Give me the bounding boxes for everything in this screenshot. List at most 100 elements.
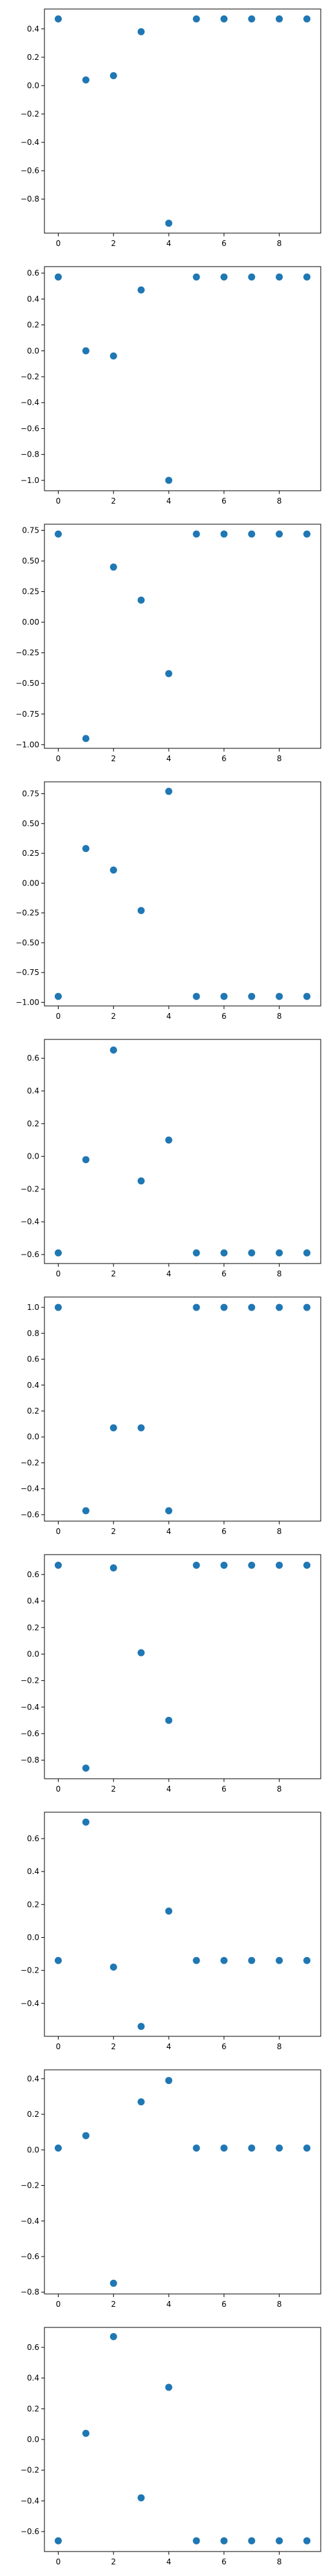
y-tick-label: 0.0 [27, 1649, 39, 1658]
data-point [109, 1964, 117, 1971]
axes-frame [44, 266, 321, 491]
y-tick-label: 0.0 [27, 346, 39, 355]
x-tick-label: 8 [277, 497, 282, 506]
data-point [165, 788, 173, 795]
data-point [54, 273, 62, 281]
data-point [276, 2537, 283, 2544]
data-point [82, 1507, 90, 1515]
x-tick-label: 4 [166, 2557, 171, 2566]
x-tick-label: 4 [166, 754, 171, 763]
data-point [165, 477, 173, 484]
y-tick-label: 0.2 [27, 2404, 39, 2413]
y-tick-label: −0.75 [15, 968, 39, 977]
data-point [137, 2494, 145, 2502]
x-tick-label: 2 [111, 1527, 116, 1536]
y-tick-label: −0.25 [15, 909, 39, 918]
y-tick-label: 0.2 [27, 1900, 39, 1909]
x-tick-label: 6 [222, 239, 227, 248]
y-tick-label: −0.4 [21, 1217, 39, 1226]
x-tick-label: 0 [56, 1012, 61, 1021]
y-tick-label: 0.75 [22, 790, 39, 799]
x-tick-label: 0 [56, 497, 61, 506]
data-point [82, 76, 90, 84]
axes-frame [44, 2327, 321, 2552]
axes-frame [44, 524, 321, 749]
data-point [248, 530, 256, 538]
y-tick-label: 0.00 [22, 618, 39, 627]
y-tick-label: 0.6 [27, 1570, 39, 1579]
chart-8: 0 2 4 6 8 0.6 0.4 0.2 0.0 −0.2 −0.4 [21, 1812, 321, 2051]
y-tick-label: 0.00 [22, 878, 39, 887]
y-tick-label: 0.2 [27, 1119, 39, 1128]
y-tick-label: −0.4 [21, 1484, 39, 1493]
y-tick-label: −0.2 [21, 2181, 39, 2190]
y-tick-label: −0.6 [21, 2527, 39, 2536]
y-tick-label: 0.2 [27, 1623, 39, 1632]
data-point [193, 530, 200, 538]
axes-frame [44, 8, 321, 234]
y-tick-label: 0.6 [27, 1355, 39, 1364]
data-point [220, 273, 228, 281]
data-point [276, 15, 283, 23]
data-point [276, 273, 283, 281]
data-point [165, 1507, 173, 1515]
data-point [54, 2145, 62, 2152]
y-tick-label: −0.6 [21, 1729, 39, 1738]
y-tick-label: −0.50 [15, 938, 39, 947]
x-tick-label: 2 [111, 2042, 116, 2051]
x-tick-label: 8 [277, 1527, 282, 1536]
x-tick-label: 2 [111, 2557, 116, 2566]
data-point [165, 2077, 173, 2085]
y-tick-label: −0.25 [15, 649, 39, 658]
chart-1: 0 2 4 6 8 0.4 0.2 0.0 −0.2 −0.4 −0.6 −0.8 [21, 8, 321, 248]
x-tick-label: 8 [277, 1269, 282, 1278]
data-point [220, 1956, 228, 1964]
data-point [220, 1561, 228, 1569]
y-tick-label: 0.4 [27, 2374, 39, 2383]
x-tick-label: 6 [222, 2300, 227, 2309]
x-tick-label: 8 [277, 2042, 282, 2051]
y-tick-label: 0.25 [22, 587, 39, 596]
data-point [82, 845, 90, 853]
data-point [109, 1564, 117, 1572]
chart-7: 0 2 4 6 8 0.6 0.4 0.2 0.0 −0.2 −0.4 −0.6 −0.8 [21, 1554, 321, 1794]
data-point [303, 1561, 311, 1569]
data-point [276, 1303, 283, 1311]
data-point [165, 2383, 173, 2391]
data-point [303, 273, 311, 281]
y-tick-label: −0.6 [21, 166, 39, 175]
data-point [82, 2132, 90, 2139]
x-tick-label: 6 [222, 497, 227, 506]
y-tick-label: 0.2 [27, 2110, 39, 2119]
data-point [303, 1303, 311, 1311]
data-point [137, 1177, 145, 1185]
y-tick-label: 0.4 [27, 1596, 39, 1605]
y-tick-label: 0.0 [27, 1152, 39, 1161]
y-tick-label: −0.4 [21, 2217, 39, 2226]
data-point [303, 1249, 311, 1256]
data-point [248, 1956, 256, 1964]
data-point [54, 1249, 62, 1256]
y-tick-label: 0.2 [27, 321, 39, 330]
data-point [109, 866, 117, 874]
chart-3: 0 2 4 6 8 0.75 0.50 0.25 0.00 −0.25 −0.50 −0.75 −1.0… [15, 524, 321, 763]
data-point [276, 530, 283, 538]
y-tick-label: 0.4 [27, 294, 39, 303]
data-point [248, 992, 256, 1000]
y-tick-label: −0.4 [21, 1999, 39, 2008]
data-point [54, 15, 62, 23]
data-point [248, 2145, 256, 2152]
data-point [248, 1249, 256, 1256]
axes-frame [44, 781, 321, 1007]
data-point [303, 2537, 311, 2544]
x-tick-label: 4 [166, 1269, 171, 1278]
data-point [220, 1303, 228, 1311]
data-point [193, 2145, 200, 2152]
x-tick-label: 6 [222, 2557, 227, 2566]
data-point [109, 2333, 117, 2340]
x-tick-label: 0 [56, 239, 61, 248]
data-point [137, 286, 145, 294]
data-point [303, 2145, 311, 2152]
data-point [193, 1303, 200, 1311]
y-tick-label: 0.2 [27, 1406, 39, 1416]
